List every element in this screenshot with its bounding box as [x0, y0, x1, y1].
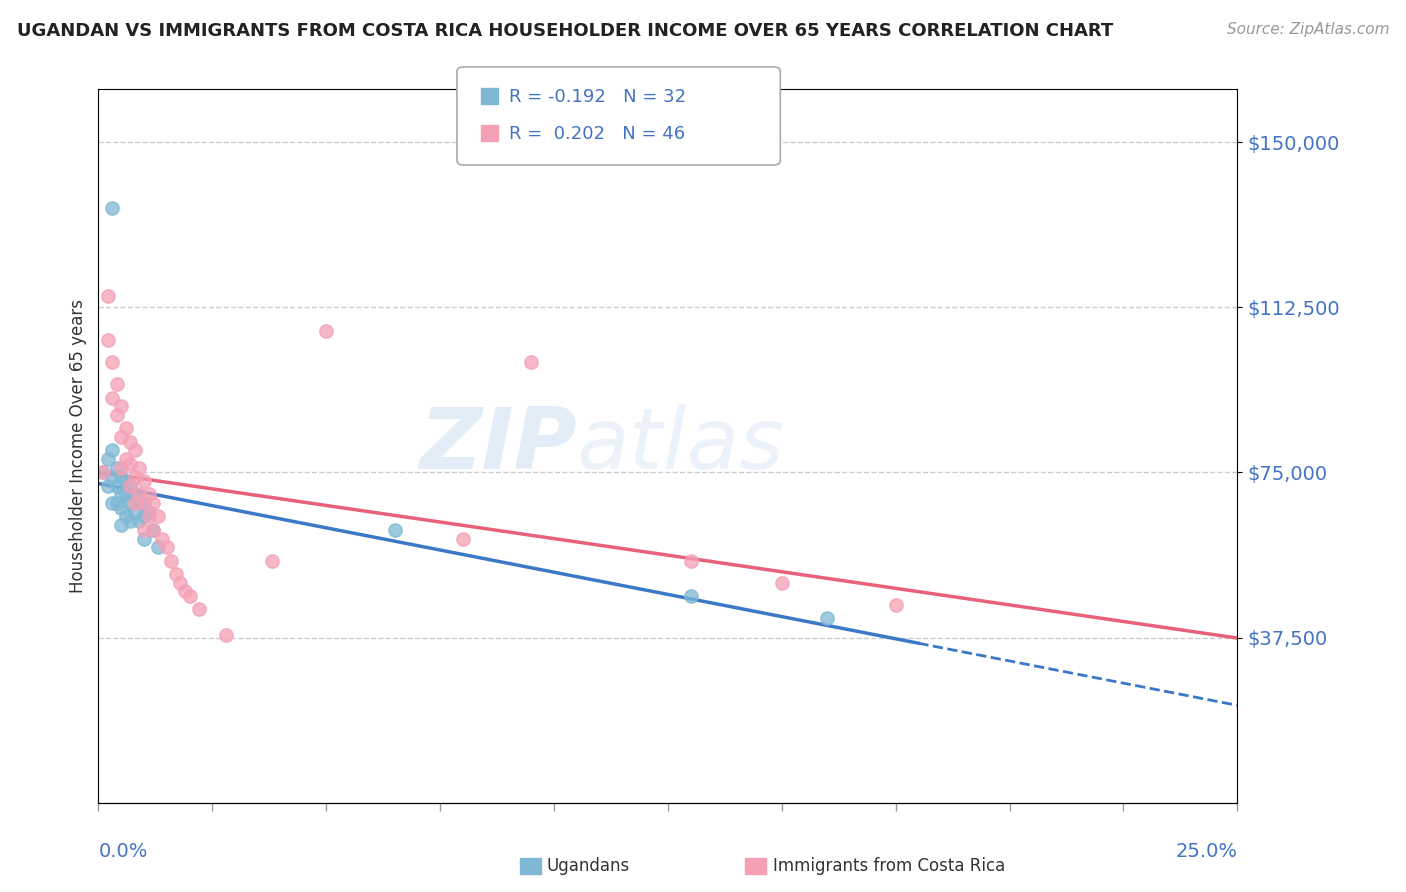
Point	[96, 289, 118, 303]
Point	[110, 487, 132, 501]
Point	[150, 532, 173, 546]
Point	[142, 496, 165, 510]
Point	[101, 470, 124, 484]
Text: Ugandans: Ugandans	[547, 857, 630, 875]
Point	[124, 443, 146, 458]
Text: atlas: atlas	[576, 404, 785, 488]
Point	[110, 430, 132, 444]
Point	[101, 201, 124, 215]
Point	[142, 523, 165, 537]
Point	[96, 478, 118, 492]
Point	[884, 598, 907, 612]
Point	[142, 523, 165, 537]
Point	[110, 400, 132, 414]
Point	[91, 466, 114, 480]
Point	[679, 589, 702, 603]
Point	[815, 611, 838, 625]
Point	[520, 355, 543, 369]
Point	[128, 487, 150, 501]
Point	[160, 553, 183, 567]
Point	[124, 470, 146, 484]
Point	[105, 496, 128, 510]
Point	[132, 496, 155, 510]
Point	[138, 509, 160, 524]
Point	[132, 509, 155, 524]
Point	[124, 505, 146, 519]
Point	[120, 434, 142, 449]
Point	[105, 478, 128, 492]
Point	[260, 553, 283, 567]
Point	[384, 523, 406, 537]
Point	[146, 541, 169, 555]
Point	[101, 391, 124, 405]
Point	[132, 496, 155, 510]
Point	[179, 589, 201, 603]
Point	[110, 470, 132, 484]
Point	[146, 509, 169, 524]
Point	[215, 628, 238, 642]
Text: 25.0%: 25.0%	[1175, 842, 1237, 861]
Point	[101, 355, 124, 369]
Point	[315, 325, 337, 339]
Point	[91, 466, 114, 480]
Point	[124, 496, 146, 510]
Point	[114, 452, 136, 467]
Text: UGANDAN VS IMMIGRANTS FROM COSTA RICA HOUSEHOLDER INCOME OVER 65 YEARS CORRELATI: UGANDAN VS IMMIGRANTS FROM COSTA RICA HO…	[17, 22, 1114, 40]
Point	[165, 566, 187, 581]
Point	[156, 541, 179, 555]
Point	[187, 602, 209, 616]
Text: Immigrants from Costa Rica: Immigrants from Costa Rica	[773, 857, 1005, 875]
Text: Source: ZipAtlas.com: Source: ZipAtlas.com	[1226, 22, 1389, 37]
Y-axis label: Householder Income Over 65 years: Householder Income Over 65 years	[69, 299, 87, 593]
Point	[679, 553, 702, 567]
Point	[120, 478, 142, 492]
Point	[101, 496, 124, 510]
Point	[105, 408, 128, 422]
Text: R = -0.192   N = 32: R = -0.192 N = 32	[509, 88, 686, 106]
Point	[128, 491, 150, 506]
Point	[120, 496, 142, 510]
Point	[110, 518, 132, 533]
Point	[138, 505, 160, 519]
Text: ZIP: ZIP	[419, 404, 576, 488]
Point	[114, 475, 136, 489]
Point	[105, 461, 128, 475]
Point	[120, 514, 142, 528]
Point	[114, 487, 136, 501]
Point	[128, 514, 150, 528]
Point	[120, 457, 142, 471]
Text: R =  0.202   N = 46: R = 0.202 N = 46	[509, 125, 685, 143]
Point	[174, 584, 197, 599]
Point	[114, 509, 136, 524]
Point	[96, 333, 118, 347]
Point	[128, 461, 150, 475]
Point	[96, 452, 118, 467]
Point	[770, 575, 793, 590]
Point	[169, 575, 191, 590]
Point	[101, 443, 124, 458]
Point	[132, 475, 155, 489]
Point	[110, 500, 132, 515]
Text: 0.0%: 0.0%	[98, 842, 148, 861]
Point	[114, 421, 136, 435]
Point	[120, 478, 142, 492]
Point	[132, 523, 155, 537]
Point	[132, 532, 155, 546]
Point	[110, 461, 132, 475]
Point	[138, 487, 160, 501]
Point	[105, 377, 128, 392]
Point	[451, 532, 474, 546]
Point	[124, 487, 146, 501]
